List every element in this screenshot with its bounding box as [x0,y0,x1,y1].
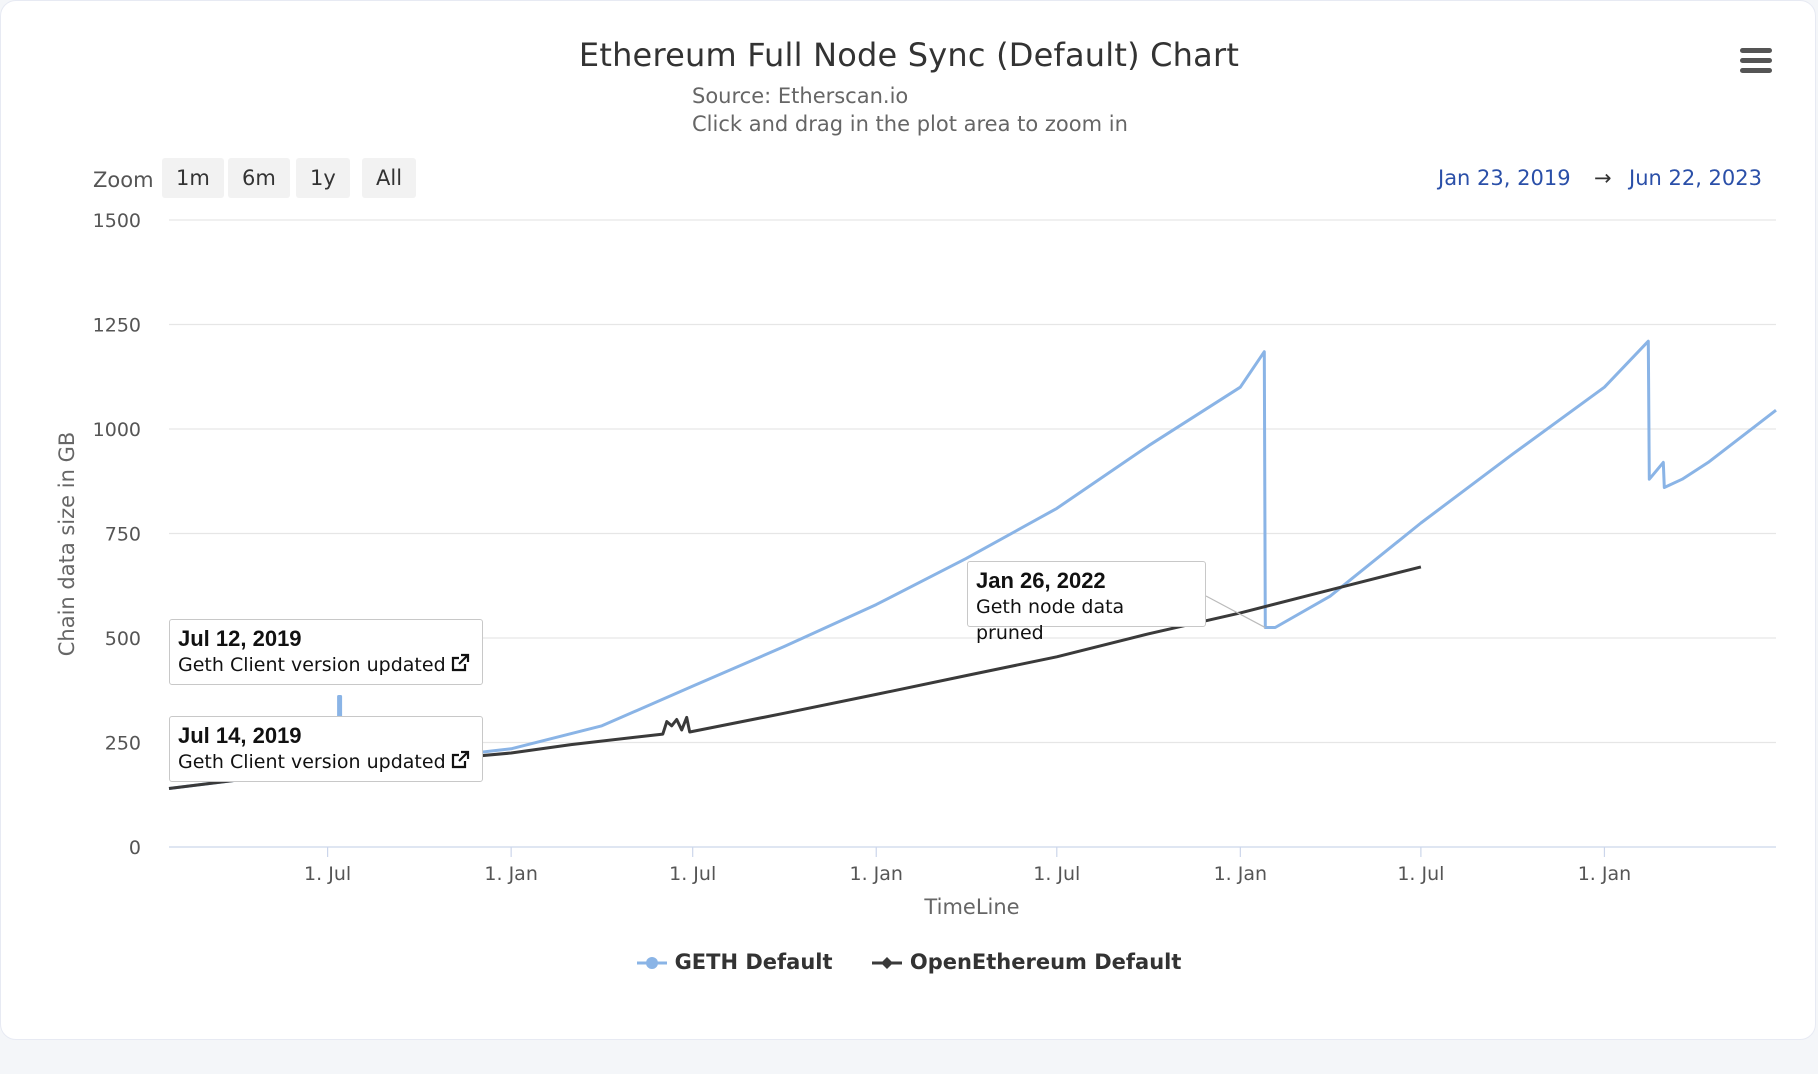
range-to-input[interactable]: Jun 22, 2023 [1629,166,1763,190]
x-tick-label: 1. Jan [1578,863,1631,885]
flag-jan-26-2022[interactable]: Jan 26, 2022 Geth node data pruned [967,561,1206,644]
legend-marker-circle-icon [636,957,667,969]
x-tick-label: 1. Jan [484,863,537,885]
subtitle-hint: Click and drag in the plot area to zoom … [692,112,1128,136]
zoom-6m-button[interactable]: 6m [228,158,290,198]
range-arrow: → [1594,166,1612,190]
flag-date: Jul 14, 2019 [178,723,302,748]
range-from-input[interactable]: Jan 23, 2019 [1438,166,1571,190]
zoom-all-button[interactable]: All [362,158,417,198]
subtitle-source: Source: Etherscan.io [692,84,909,108]
legend-label: GETH Default [674,950,833,974]
external-link-icon[interactable] [450,750,470,770]
legend-item-openethereum[interactable]: OpenEthereum Default [871,950,1182,974]
x-tick-label: 1. Jan [850,863,903,885]
flag-jul-12-2019[interactable]: Jul 12, 2019 Geth Client version updated [169,619,483,685]
legend-item-geth[interactable]: GETH Default [636,950,833,974]
x-tick-label: 1. Jul [304,863,351,885]
flag-text: Geth node data pruned [976,596,1125,644]
flag-date: Jul 12, 2019 [178,626,302,651]
chart-legend: GETH Default OpenEthereum Default [0,950,1818,974]
y-tick-label: 1250 [93,315,141,337]
x-tick-label: 1. Jul [669,863,716,885]
zoom-1m-button[interactable]: 1m [162,158,224,198]
x-tick-label: 1. Jul [1033,863,1080,885]
external-link-icon[interactable] [450,653,470,673]
y-tick-label: 1000 [93,419,141,441]
x-axis-ticks: 1. Jul 1. Jan 1. Jul 1. Jan 1. Jul 1. Jan 1. J… [304,847,1631,885]
y-axis-label: Chain data size in GB [55,432,79,657]
chart-title: Ethereum Full Node Sync (Default) Chart [578,36,1240,74]
flag-connector [1205,595,1266,629]
x-tick-label: 1. Jul [1397,863,1444,885]
flag-jul-14-2019[interactable]: Jul 14, 2019 Geth Client version updated [169,716,483,782]
y-tick-label: 250 [105,733,141,755]
y-tick-label: 1500 [93,210,141,232]
grid-lines [169,219,1776,848]
chart-subtitle: Source: Etherscan.io Click and drag in t… [692,82,1128,138]
x-tick-label: 1. Jan [1214,863,1267,885]
y-axis-ticks: 0 250 500 750 1000 1250 1500 [93,210,141,859]
flag-text: Geth Client version updated [178,751,446,773]
flag-text: Geth Client version updated [178,654,446,676]
zoom-label: Zoom [93,168,154,192]
legend-label: OpenEthereum Default [909,950,1182,974]
y-tick-label: 500 [105,628,141,650]
flag-connectors [1205,595,1266,629]
y-tick-label: 0 [129,837,141,859]
zoom-1y-button[interactable]: 1y [296,158,350,198]
y-tick-label: 750 [105,524,141,546]
legend-marker-diamond-icon [871,957,902,969]
flag-date: Jan 26, 2022 [976,568,1106,593]
hamburger-menu-icon[interactable] [1740,48,1772,78]
x-axis-label: TimeLine [923,895,1019,919]
